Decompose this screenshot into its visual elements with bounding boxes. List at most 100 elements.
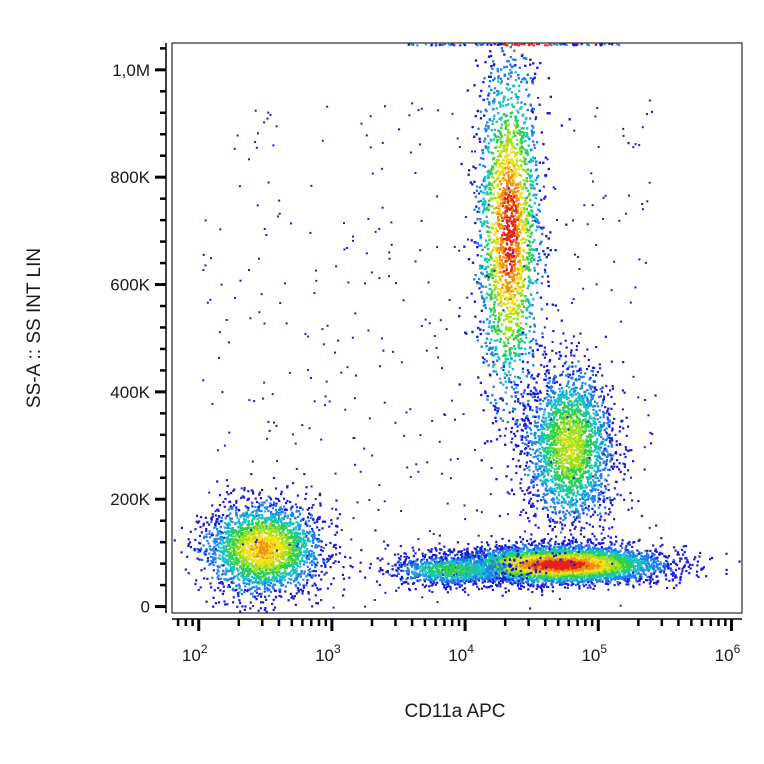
event-dot [531,253,534,256]
event-dot [187,538,190,541]
event-dot [328,557,331,560]
event-dot [295,546,298,549]
event-dot [208,523,211,526]
event-dot [318,516,321,519]
event-dot [479,220,483,224]
event-dot [310,550,314,553]
event-dot [259,578,263,581]
event-dot [267,542,270,545]
event-dot [247,490,250,493]
event-dot [260,532,264,535]
event-dot [514,219,517,222]
event-dot [217,537,221,540]
event-dot [251,514,254,517]
event-dot [264,532,267,535]
event-dot [306,516,310,519]
event-dot [220,542,223,546]
event-dot [248,580,251,583]
event-dot [239,557,242,560]
event-dot [289,518,292,521]
event-dot [518,347,521,350]
event-dot [306,531,309,535]
event-dot [525,307,528,310]
event-dot [272,519,275,522]
event-dot [300,544,303,547]
event-dot [226,554,229,557]
event-dot [246,545,250,548]
event-dot [295,561,299,564]
event-dot [246,565,249,569]
event-dot [211,515,214,518]
event-dot [211,532,214,535]
event-dot [295,592,298,595]
event-dot [282,574,285,577]
event-dot [212,558,215,561]
event-dot [284,572,287,575]
event-dot [252,492,255,495]
event-dot [208,552,211,555]
event-dot [279,525,282,528]
event-dot [297,552,300,555]
event-dot [256,564,259,568]
event-dot [270,510,273,514]
event-dot [226,579,229,582]
event-dot [205,548,208,551]
event-dot [315,546,318,549]
event-dot [269,560,273,563]
event-dot [262,551,265,554]
event-dot [210,520,213,524]
event-dot [209,548,212,551]
event-dot [247,562,250,565]
event-dot [241,544,245,547]
event-dot [202,524,205,527]
event-dot [260,526,264,529]
event-dot [199,526,202,529]
event-dot [254,557,257,560]
event-dot [273,577,276,580]
event-dot [247,588,250,591]
event-dot [273,551,276,554]
event-dot [243,576,246,579]
event-dot [228,553,231,557]
event-dot [265,569,268,572]
event-dot [225,479,228,482]
event-dot [238,573,241,576]
event-dot [255,540,258,543]
event-dot [221,555,224,558]
event-dot [250,520,253,523]
event-dot [271,520,274,524]
event-dot [313,556,316,560]
event-dot [285,542,288,545]
event-dot [259,497,262,500]
event-dot [277,566,280,569]
event-dot [329,541,332,545]
event-dot [483,114,486,117]
event-dot [255,588,258,591]
event-dot [227,551,231,554]
event-dot [473,241,476,244]
event-dot [214,514,217,517]
event-dot [239,529,242,532]
event-dot [274,508,277,512]
event-dot [326,587,329,590]
event-dot [321,550,324,553]
event-dot [229,519,232,522]
event-dot [226,535,230,538]
event-dot [228,547,232,550]
event-dot [299,540,302,543]
event-dot [231,555,234,558]
event-dot [243,564,246,567]
event-dot [503,53,506,56]
event-dot [510,148,513,151]
event-dot [203,553,206,556]
event-dot [247,572,250,576]
event-dot [228,564,231,567]
event-dot [279,506,282,509]
event-dot [317,554,320,557]
event-dot [193,547,196,551]
event-dot [212,548,215,551]
event-dot [272,523,275,526]
event-dot [314,564,318,567]
event-dot [251,558,254,561]
event-dot [517,213,520,216]
